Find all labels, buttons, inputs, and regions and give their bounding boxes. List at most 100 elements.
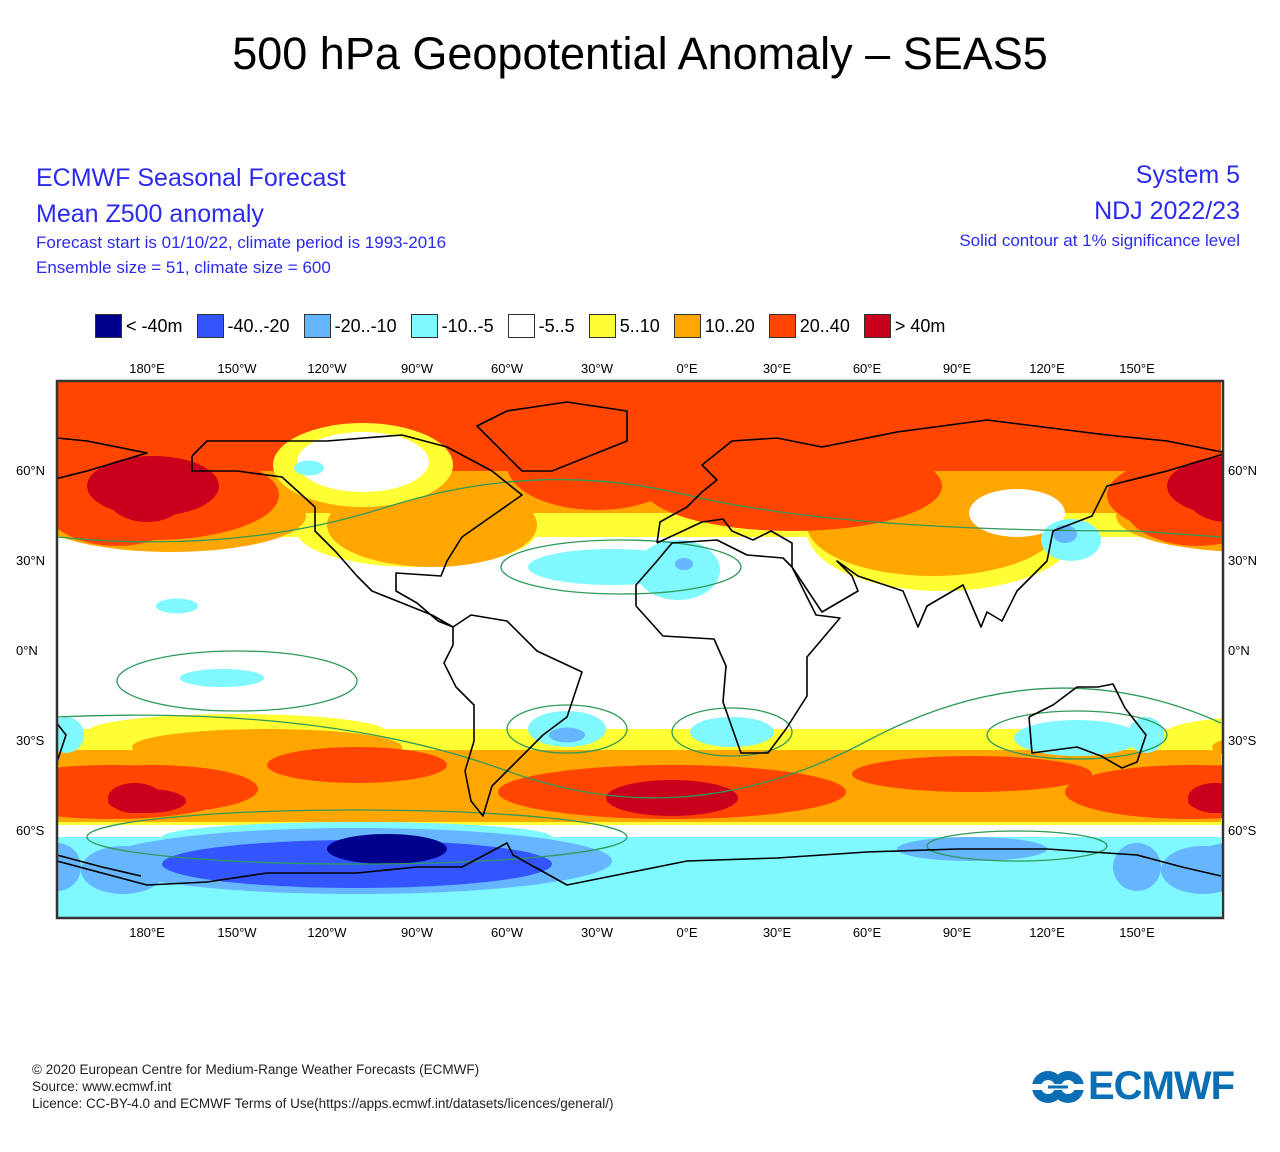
anomaly-region: [1260, 669, 1280, 687]
y-tick-label: 30°N: [1228, 553, 1258, 568]
coastline: [656, 419, 1223, 628]
header-forecast-start: Forecast start is 01/10/22, climate peri…: [36, 233, 447, 252]
anomaly-region: [507, 420, 687, 510]
anomaly-region: [1242, 822, 1280, 852]
coastline: [443, 614, 583, 817]
anomaly-region: [156, 598, 198, 614]
coastline: [57, 842, 1222, 886]
y-tick-label: 30°N: [16, 553, 46, 568]
x-tick-label: 120°E: [1029, 925, 1065, 940]
legend-label: -20..-10: [334, 315, 397, 336]
legend-swatch: [95, 314, 122, 338]
coastline: [635, 539, 841, 754]
x-tick-label: 150°W: [217, 361, 257, 376]
legend-swatch: [507, 314, 535, 338]
anomaly-region: [1161, 846, 1223, 894]
x-tick-label: 120°W: [307, 361, 347, 376]
anomaly-region: [81, 846, 165, 894]
y-tick-label: 60°N: [1228, 463, 1258, 478]
anomaly-region: [1113, 843, 1161, 891]
anomaly-region: [1014, 720, 1140, 756]
significance-contour: [57, 478, 1222, 543]
legend-label: 10..20: [704, 315, 755, 336]
header-system: System 5: [1135, 161, 1240, 189]
y-tick-label: 30°S: [1228, 733, 1257, 748]
coastline: [1028, 683, 1147, 769]
anomaly-region: [675, 558, 693, 570]
legend-swatch: [768, 314, 796, 338]
legend-label: 5..10: [619, 315, 660, 336]
coastline: [191, 434, 523, 628]
anomaly-region: [57, 843, 81, 891]
legend-item: 10..20: [673, 314, 755, 338]
anomaly-region: [1167, 717, 1223, 747]
legend-item: < -40m: [95, 314, 183, 338]
anomaly-region: [0, 756, 12, 792]
legend-item: -40..-20: [196, 314, 290, 338]
anomaly-region: [1236, 599, 1278, 614]
x-tick-label: 150°E: [1119, 361, 1155, 376]
legend-swatch: [863, 314, 891, 338]
x-tick-label: 120°W: [307, 925, 347, 940]
anomaly-region: [180, 669, 264, 687]
x-tick-label: 90°W: [401, 925, 433, 940]
anomaly-region: [57, 732, 60, 744]
source: Source: www.ecmwf.int: [32, 1079, 172, 1094]
header-forecast-name: ECMWF Seasonal Forecast: [36, 164, 346, 192]
significance-contour: [57, 687, 1222, 799]
significance-contour: [500, 539, 742, 595]
anomaly-region: [852, 756, 1092, 792]
legend-swatch: [588, 314, 616, 338]
x-tick-label: 90°W: [401, 361, 433, 376]
x-tick-label: 30°E: [762, 925, 792, 940]
anomaly-region: [1212, 739, 1223, 755]
anomaly-region: [642, 441, 942, 531]
anomaly-region: [1188, 783, 1223, 813]
x-tick-label: 90°E: [942, 361, 972, 376]
significance-contour: [116, 650, 358, 712]
anomaly-region: [636, 540, 720, 600]
anomaly-region: [105, 462, 189, 522]
anomaly-region: [690, 717, 774, 747]
legend-swatch: [410, 314, 438, 338]
anomaly-region: [327, 834, 447, 864]
legend-label: > 40m: [894, 315, 946, 336]
coastlines: [57, 401, 1223, 886]
header-period: NDJ 2022/23: [1094, 197, 1240, 225]
legend-label: -40..-20: [227, 315, 290, 336]
header-variable: Mean Z500 anomaly: [36, 200, 264, 228]
legend: < -40m -40..-20 -20..-10 -10..-5 -5..5 5..10 1…: [95, 314, 959, 338]
legend-swatch: [303, 314, 331, 338]
legend-item: 20..40: [768, 314, 850, 338]
anomaly-region: [0, 519, 21, 561]
x-tick-label: 60°E: [852, 361, 882, 376]
anomaly-region: [294, 460, 324, 476]
significance-contour: [506, 704, 628, 754]
significance-contour: [86, 809, 628, 865]
anomaly-region: [549, 727, 585, 743]
legend-label: -10..-5: [441, 315, 494, 336]
legend-item: > 40m: [863, 314, 946, 338]
anomaly-region: [267, 747, 447, 783]
legend-swatch: [196, 314, 224, 338]
legend-label: < -40m: [126, 315, 183, 336]
licence: Licence: CC-BY-4.0 and ECMWF Terms of Us…: [32, 1096, 614, 1111]
x-tick-label: 30°E: [762, 361, 792, 376]
header-ensemble-size: Ensemble size = 51, climate size = 600: [36, 258, 331, 277]
significance-contour: [986, 710, 1168, 760]
y-tick-label: 60°S: [16, 823, 45, 838]
x-tick-label: 60°W: [491, 361, 523, 376]
map-frame: [55, 379, 1225, 920]
ecmwf-logo-text: ECMWF: [1088, 1064, 1235, 1108]
copyright: © 2020 European Centre for Medium-Range …: [32, 1062, 480, 1077]
anomaly-region: [108, 783, 162, 813]
legend-label: 20..40: [799, 315, 850, 336]
x-tick-label: 150°W: [217, 925, 257, 940]
y-tick-label: 0°N: [1228, 643, 1250, 658]
x-tick-label: 60°E: [852, 925, 882, 940]
legend-item: -10..-5: [410, 314, 494, 338]
anomaly-region: [1053, 525, 1077, 543]
legend-label: -5..5: [538, 315, 575, 336]
ecmwf-logo: ECMWF: [1030, 1064, 1235, 1109]
